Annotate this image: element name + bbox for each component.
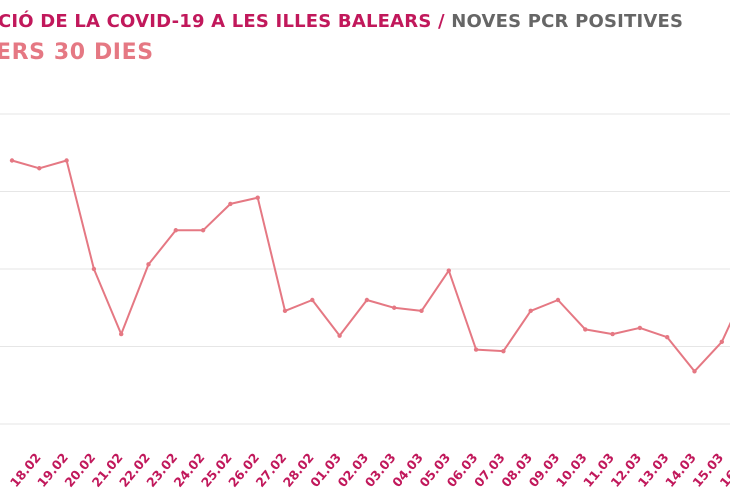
data-point[interactable] <box>91 266 97 272</box>
title-separator: / <box>437 11 445 32</box>
data-point[interactable] <box>364 297 370 303</box>
chart-subtitle: ERS 30 DIES <box>0 40 154 65</box>
data-point[interactable] <box>228 201 233 207</box>
series-line <box>11 159 730 373</box>
data-point[interactable] <box>200 228 206 233</box>
data-point[interactable] <box>337 333 342 338</box>
data-point[interactable] <box>37 166 42 171</box>
data-point[interactable] <box>473 347 479 352</box>
data-point[interactable] <box>119 331 124 337</box>
data-point[interactable] <box>665 335 670 340</box>
series-group <box>9 158 730 374</box>
data-point[interactable] <box>692 369 697 374</box>
data-point[interactable] <box>610 331 615 337</box>
data-point[interactable] <box>719 339 724 345</box>
data-point[interactable] <box>9 158 15 163</box>
data-point[interactable] <box>310 297 315 303</box>
chart-title: CIÓ DE LA COVID-19 A LES ILLES BALEARS <box>0 11 432 32</box>
x-axis-labels: 18.0219.0220.0221.0222.0223.0224.0225.02… <box>7 450 730 490</box>
series-title: NOVES PCR POSITIVES <box>451 11 684 32</box>
data-point[interactable] <box>528 308 533 314</box>
chart-title-row: CIÓ DE LA COVID-19 A LES ILLES BALEARS /… <box>0 11 683 32</box>
data-point[interactable] <box>64 158 69 163</box>
data-point[interactable] <box>555 297 561 303</box>
data-point[interactable] <box>282 308 288 314</box>
data-point[interactable] <box>637 325 643 331</box>
data-point[interactable] <box>446 268 451 273</box>
gridlines <box>0 113 730 425</box>
data-point[interactable] <box>392 305 397 310</box>
data-point[interactable] <box>146 262 151 267</box>
data-point[interactable] <box>419 308 424 314</box>
data-point[interactable] <box>501 348 506 354</box>
data-point[interactable] <box>173 228 178 233</box>
data-point[interactable] <box>583 327 588 332</box>
data-point[interactable] <box>255 195 260 200</box>
